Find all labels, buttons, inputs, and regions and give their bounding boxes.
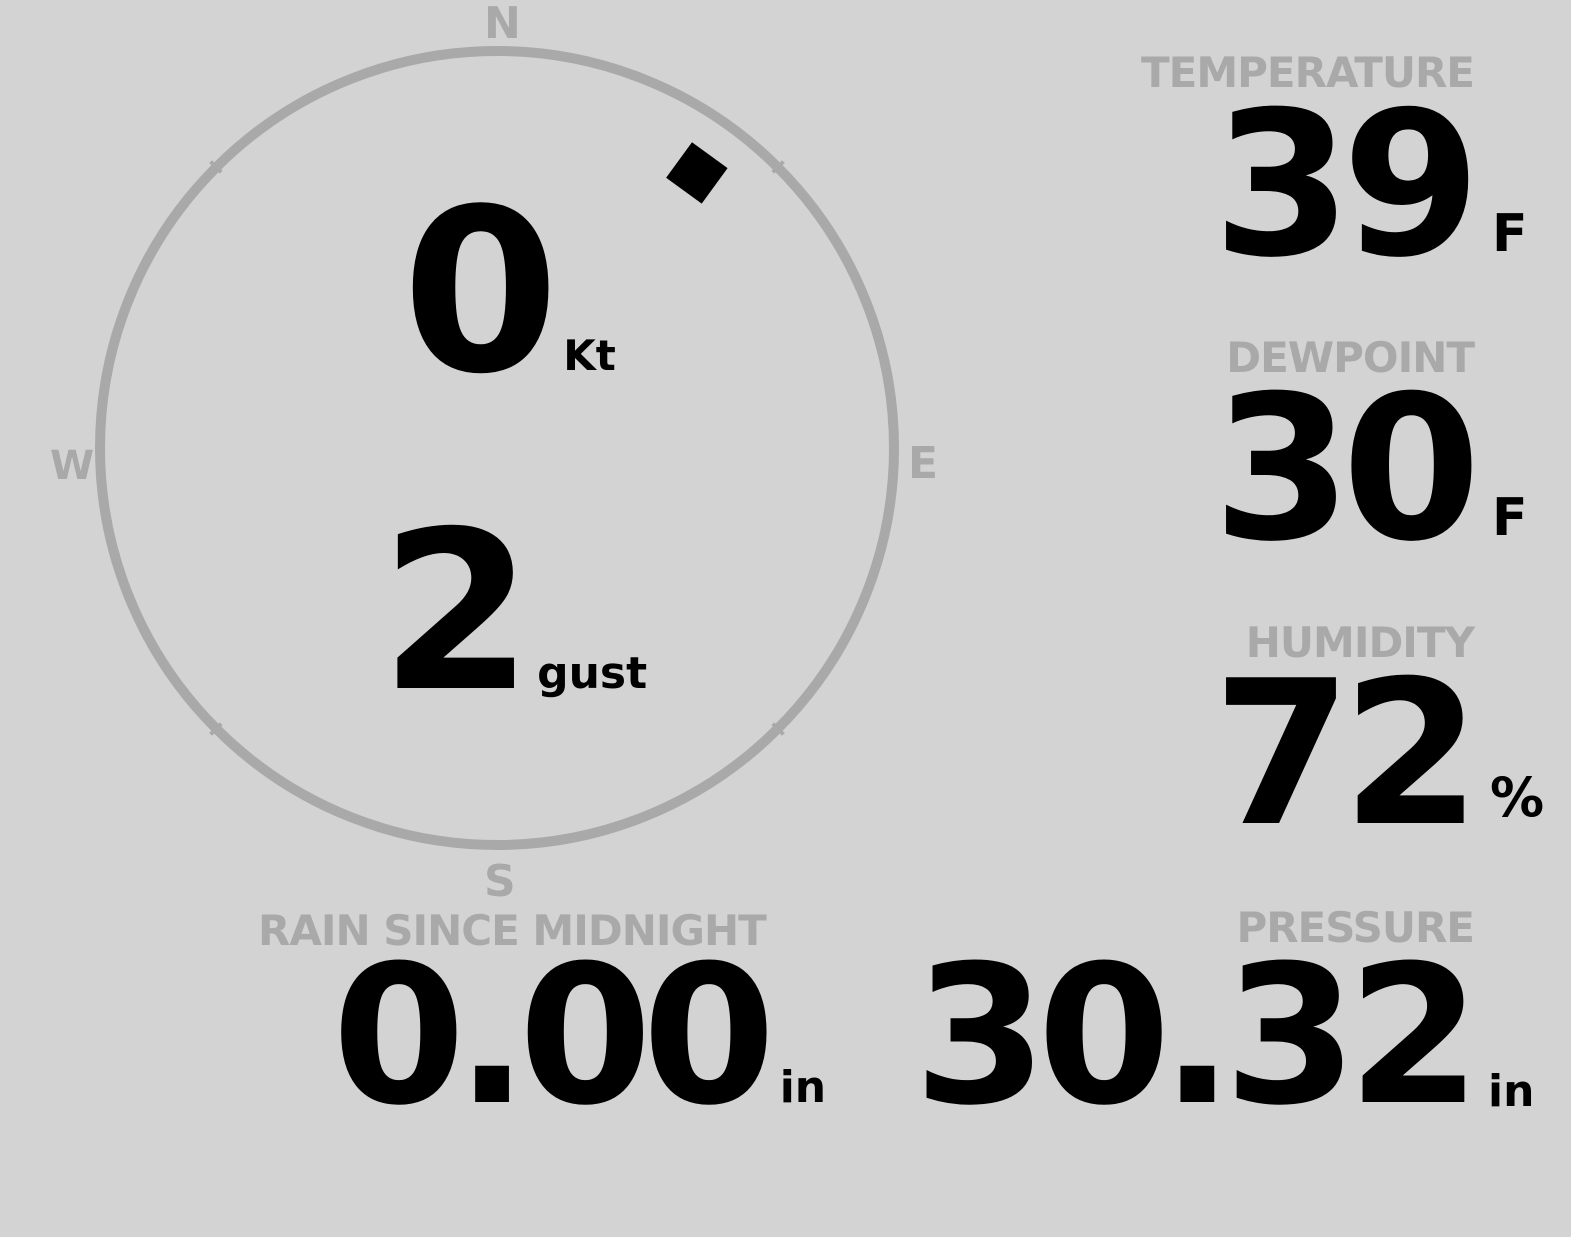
humidity-value: 72 [1212, 638, 1481, 871]
wind-gust: 2 gust [380, 484, 648, 740]
compass-tick [771, 722, 785, 736]
rain-unit: in [779, 1062, 827, 1113]
wind-gust-value: 2 [380, 484, 533, 740]
temperature-unit: F [1492, 204, 1528, 264]
wind-speed: 0 Kt [402, 161, 616, 424]
dewpoint-label: DEWPOINT [1226, 333, 1475, 382]
temperature-label: TEMPERATURE [1141, 48, 1475, 97]
compass-south: S [484, 856, 516, 907]
compass-east: E [908, 438, 938, 489]
pressure-label: PRESSURE [1236, 903, 1475, 952]
wind-speed-unit: Kt [563, 331, 616, 380]
pressure-unit: in [1488, 1066, 1535, 1117]
humidity-label: HUMIDITY [1245, 618, 1475, 667]
wind-speed-value: 0 [402, 161, 559, 424]
compass-tick [771, 160, 785, 174]
compass-tick [209, 722, 223, 736]
humidity-unit: % [1490, 766, 1545, 829]
rain-value: 0.00 [332, 925, 776, 1148]
wind-direction-marker [666, 142, 728, 204]
rain: 0.00 in [332, 925, 827, 1148]
pressure-value: 30.32 [913, 925, 1481, 1148]
dewpoint-unit: F [1492, 488, 1528, 548]
compass-tick [209, 160, 223, 174]
compass-west: W [50, 443, 94, 489]
rain-label: RAIN SINCE MIDNIGHT [258, 906, 767, 955]
wind-gust-unit: gust [537, 648, 648, 699]
dewpoint-value: 30 [1212, 353, 1481, 586]
compass-ring [95, 46, 899, 850]
temperature-value: 39 [1212, 69, 1481, 302]
compass-north: N [484, 0, 521, 49]
